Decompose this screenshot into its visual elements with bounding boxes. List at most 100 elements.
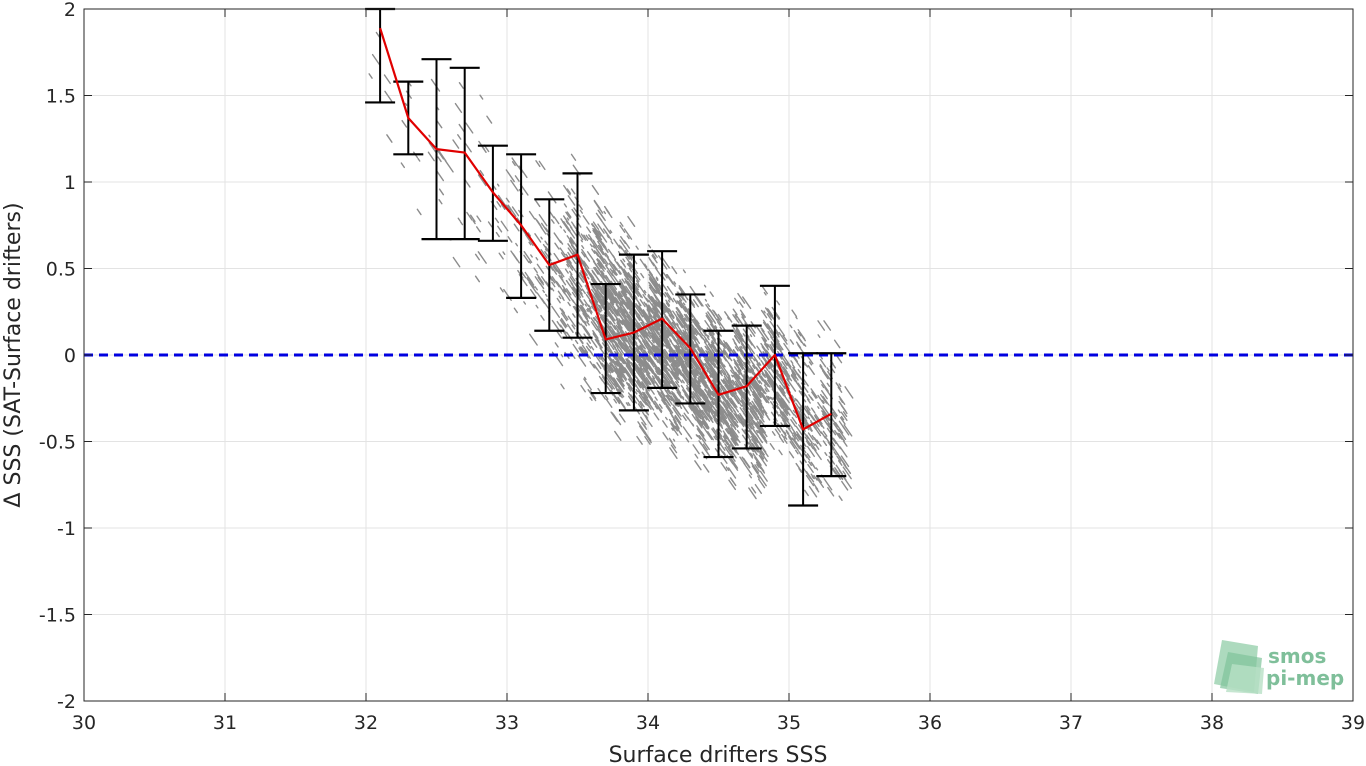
scatter-point [808, 485, 818, 498]
scatter-point [738, 301, 744, 308]
scatter-point [640, 333, 650, 346]
scatter-point [592, 221, 600, 230]
scatter-point [762, 286, 768, 295]
scatter-point [758, 430, 768, 443]
scatter-point [705, 384, 715, 398]
scatter-point [606, 322, 611, 329]
scatter-point [667, 389, 672, 395]
scatter-point [535, 160, 541, 168]
scatter-point [727, 413, 731, 418]
smos-pimep-logo: smos pi-mep [1214, 640, 1344, 694]
scatter-point [668, 314, 677, 326]
scatter-point [693, 405, 702, 417]
scatter-point [644, 414, 648, 419]
scatter-point [457, 217, 461, 222]
scatter-point [645, 410, 650, 416]
scatter-point [652, 253, 657, 260]
scatter-point [626, 358, 631, 364]
scatter-point [638, 394, 645, 403]
scatter-point [458, 82, 464, 89]
scatter-point [693, 377, 701, 388]
scatter-point [719, 361, 728, 374]
scatter-point [579, 346, 585, 354]
scatter-point [598, 300, 601, 304]
scatter-point [794, 397, 797, 401]
scatter-point [678, 314, 684, 321]
scatter-point [565, 279, 571, 287]
scatter-point [596, 204, 604, 214]
scatter-point [727, 467, 737, 479]
scatter-point [556, 297, 561, 304]
scatter-point [597, 223, 605, 234]
scatter-point [754, 483, 763, 494]
scatter-point [788, 451, 795, 459]
scatter-point [619, 239, 629, 253]
scatter-point [704, 362, 710, 370]
scatter-point [759, 470, 768, 482]
scatter-point [559, 225, 563, 229]
scatter-point [682, 370, 689, 379]
scatter-point [540, 248, 548, 259]
scatter-point [811, 434, 819, 445]
scatter-point [808, 361, 813, 366]
scatter-point [840, 455, 850, 468]
scatter-point [750, 381, 755, 387]
scatter-point [749, 410, 758, 421]
scatter-point [598, 295, 603, 300]
scatter-point [633, 365, 643, 378]
scatter-point [706, 336, 710, 341]
scatter-point [672, 427, 679, 436]
scatter-point [511, 206, 520, 217]
scatter-point [609, 364, 615, 372]
scatter-point [664, 339, 674, 352]
scatter-point [625, 254, 631, 260]
scatter-point [743, 402, 747, 407]
scatter-point [642, 423, 647, 429]
scatter-point [564, 268, 569, 274]
scatter-point [767, 361, 773, 369]
scatter-point [476, 215, 482, 223]
scatter-point [662, 378, 668, 386]
scatter-point [676, 358, 685, 369]
scatter-point [705, 312, 713, 323]
scatter-point [810, 461, 815, 467]
scatter-point [514, 175, 520, 182]
scatter-point [610, 240, 614, 245]
scatter-point [687, 324, 696, 335]
scatter-point [798, 467, 803, 473]
scatter-point [730, 451, 734, 455]
scatter-point [760, 342, 769, 355]
scatter-point [596, 234, 603, 243]
scatter-point [401, 119, 408, 128]
scatter-point [838, 495, 843, 502]
scatter-point [713, 435, 717, 441]
scatter-point [784, 361, 788, 366]
scatter-cloud [368, 31, 854, 502]
scatter-point [590, 338, 598, 348]
scatter-point [472, 220, 476, 225]
scatter-point [740, 313, 745, 319]
scatter-point [675, 330, 679, 335]
scatter-point [817, 334, 821, 338]
scatter-point [704, 320, 713, 332]
scatter-point [668, 308, 672, 313]
scatter-point [775, 331, 780, 336]
scatter-point [603, 210, 607, 215]
scatter-point [746, 425, 756, 438]
scatter-point [723, 410, 731, 421]
scatter-point [579, 209, 583, 214]
scatter-point [513, 307, 519, 314]
scatter-point [538, 214, 548, 227]
scatter-point [656, 327, 659, 331]
scatter-point [820, 393, 828, 404]
scatter-point [619, 369, 626, 377]
scatter-point [528, 241, 532, 246]
scatter-point [544, 248, 548, 252]
scatter-point [675, 378, 680, 384]
scatter-point [666, 389, 671, 395]
scatter-point [700, 415, 708, 426]
scatter-point [817, 406, 820, 409]
scatter-point [735, 383, 740, 389]
x-tick-label: 36 [918, 712, 942, 734]
scatter-point [735, 413, 745, 425]
